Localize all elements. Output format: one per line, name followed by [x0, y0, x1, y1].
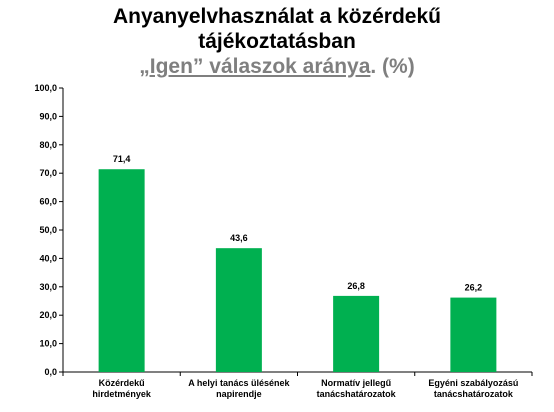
- category-label-line: tanácshatározatok: [434, 389, 514, 399]
- data-label: 43,6: [230, 233, 248, 243]
- category-label: Normatív jellegű tanácshatározatok: [317, 378, 397, 399]
- category-labels: Közérdekű hirdetmények A helyi tanács ülés…: [92, 378, 518, 399]
- category-label-line: A helyi tanács ülésének: [188, 378, 290, 388]
- y-tick-label: 0,0: [44, 367, 57, 377]
- category-label-line: napirendje: [216, 389, 262, 399]
- y-axis: 0,0 10,0 20,0 30,0 40,0 50,0 60,0 70,0 80,0 90,0 1…: [34, 83, 64, 377]
- y-tick-label: 70,0: [39, 168, 57, 178]
- y-tick-label: 80,0: [39, 140, 57, 150]
- x-axis: [62, 371, 533, 376]
- title-line-2: tájékoztatásban: [198, 30, 356, 53]
- data-label: 71,4: [113, 154, 131, 164]
- chart-title: Anyanyelvhasználat a közérdekű tájékozta…: [0, 4, 554, 79]
- bars: [98, 169, 497, 372]
- category-label-line: Egyéni szabályozású: [428, 378, 518, 388]
- category-label: A helyi tanács ülésének napirendje: [188, 378, 290, 399]
- bar: [98, 169, 145, 372]
- y-tick-label: 50,0: [39, 225, 57, 235]
- bar: [215, 248, 262, 372]
- data-label: 26,8: [347, 281, 365, 291]
- y-tick-label: 90,0: [39, 111, 57, 121]
- category-label-line: tanácshatározatok: [317, 389, 397, 399]
- y-tick-label: 20,0: [39, 310, 57, 320]
- subtitle-rest: . (%): [370, 55, 415, 78]
- chart-subtitle: „Igen” válaszok aránya. (%): [0, 54, 554, 79]
- title-line-1: Anyanyelvhasználat a közérdekű: [113, 5, 441, 28]
- subtitle-underlined: „Igen” válaszok aránya: [139, 55, 371, 78]
- category-label-line: hirdetmények: [92, 389, 152, 399]
- category-label: Egyéni szabályozású tanácshatározatok: [428, 378, 518, 399]
- bar: [450, 297, 497, 372]
- data-labels: 71,4 43,6 26,8 26,2: [113, 154, 482, 292]
- y-tick-label: 10,0: [39, 339, 57, 349]
- y-tick-label: 30,0: [39, 282, 57, 292]
- y-tick-label: 60,0: [39, 197, 57, 207]
- bar: [333, 295, 380, 372]
- category-label-line: Közérdekű: [99, 378, 145, 388]
- y-tick-label: 100,0: [34, 83, 57, 93]
- y-tick-label: 40,0: [39, 253, 57, 263]
- category-label: Közérdekű hirdetmények: [92, 378, 152, 399]
- data-label: 26,2: [465, 283, 483, 293]
- category-label-line: Normatív jellegű: [321, 378, 391, 388]
